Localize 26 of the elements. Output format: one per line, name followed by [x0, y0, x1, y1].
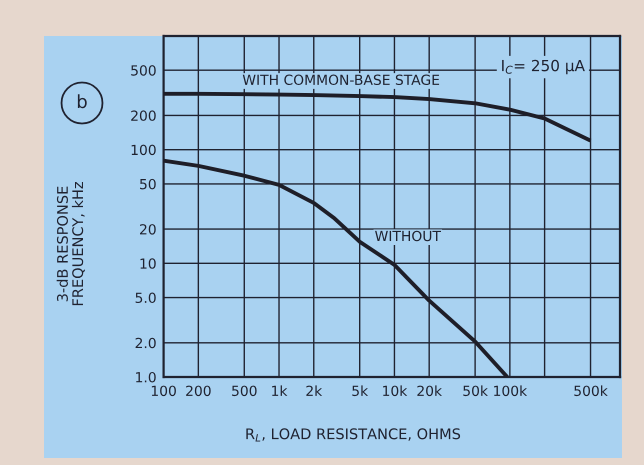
annotation: I$_{C}$= 250 μA: [502, 60, 585, 74]
series-label: WITHOUT: [375, 230, 441, 242]
y-tick-label: 1.0: [136, 372, 156, 382]
x-axis-title: R$_{L}$, LOAD RESISTANCE, OHMS: [246, 428, 460, 442]
x-tick-label: 2k: [306, 385, 322, 396]
y-tick-label: 10: [140, 258, 156, 269]
x-tick-label: 50k: [463, 385, 488, 396]
x-tick-label: 5k: [352, 385, 368, 396]
y-tick-label: 200: [131, 110, 156, 121]
y-tick-label: 50: [140, 178, 156, 190]
x-tick-label: 1k: [272, 385, 288, 396]
x-tick-label: 100: [152, 386, 176, 396]
x-tick-label: 200: [186, 386, 211, 396]
x-tick-label: 500k: [574, 385, 608, 396]
y-axis-title: 3-dB RESPONSE FREQUENCY, kHz: [56, 182, 85, 306]
text: b: [78, 94, 87, 108]
y-tick-label: 2.0: [136, 338, 156, 348]
y-tick-label: 500: [131, 65, 156, 76]
y-tick-label: 5.0: [136, 292, 156, 304]
y-tick-label: 100: [132, 144, 156, 156]
x-tick-label: 10k: [383, 385, 408, 396]
x-tick-label: 500: [232, 386, 257, 396]
y-tick-label: 20: [140, 224, 156, 235]
x-tick-label: 20k: [417, 385, 442, 396]
x-tick-label: 100k: [494, 385, 528, 396]
series-label: WITH COMMON-BASE STAGE: [242, 74, 440, 86]
